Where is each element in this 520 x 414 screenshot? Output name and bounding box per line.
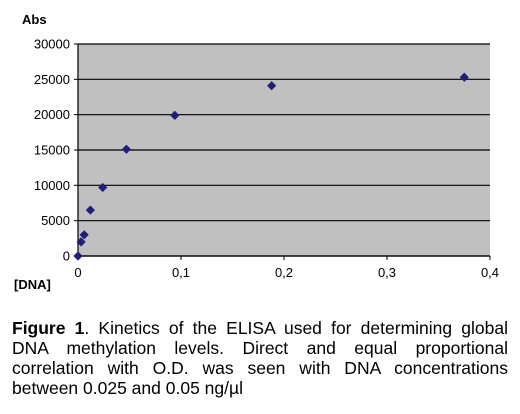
x-tick-label: 0,1: [172, 265, 190, 280]
y-tick-label: 5000: [41, 213, 70, 228]
data-point: [73, 251, 83, 261]
y-tick-labels: 0 5000 10000 15000 20000 25000 30000: [34, 37, 70, 264]
x-tick-labels: 0 0,1 0,2 0,3 0,4: [74, 265, 499, 280]
x-tick-label: 0,4: [481, 265, 499, 280]
y-axis-label: Abs: [22, 12, 47, 27]
data-point: [121, 144, 132, 154]
figure-caption: Figure 1. Kinetics of the ELISA used for…: [12, 318, 508, 398]
figure-label: Figure 1: [12, 318, 85, 338]
data-point: [79, 230, 89, 240]
y-tick-label: 25000: [34, 72, 70, 87]
y-tick-label: 15000: [34, 143, 70, 158]
x-tick-label: 0,2: [275, 265, 293, 280]
data-point: [76, 237, 86, 247]
x-tick-label: 0,3: [378, 265, 396, 280]
y-tick-label: 30000: [34, 37, 70, 52]
y-tick-label: 10000: [34, 178, 70, 193]
data-points: [73, 72, 469, 261]
data-point: [98, 182, 108, 193]
scatter-chart: 0 5000 10000 15000 20000 25000 30000 0 0,1 0,2 0,…: [14, 12, 499, 292]
data-point: [267, 81, 277, 91]
caption-text: . Kinetics of the ELISA used for determi…: [12, 318, 508, 398]
y-tick-label: 0: [63, 249, 70, 264]
data-point: [170, 110, 180, 120]
axes: [77, 44, 491, 260]
y-tick-label: 20000: [34, 107, 70, 122]
data-point: [85, 205, 95, 215]
x-axis-label: [DNA]: [14, 277, 51, 292]
x-tick-label: 0: [74, 265, 81, 280]
data-point: [459, 72, 469, 82]
